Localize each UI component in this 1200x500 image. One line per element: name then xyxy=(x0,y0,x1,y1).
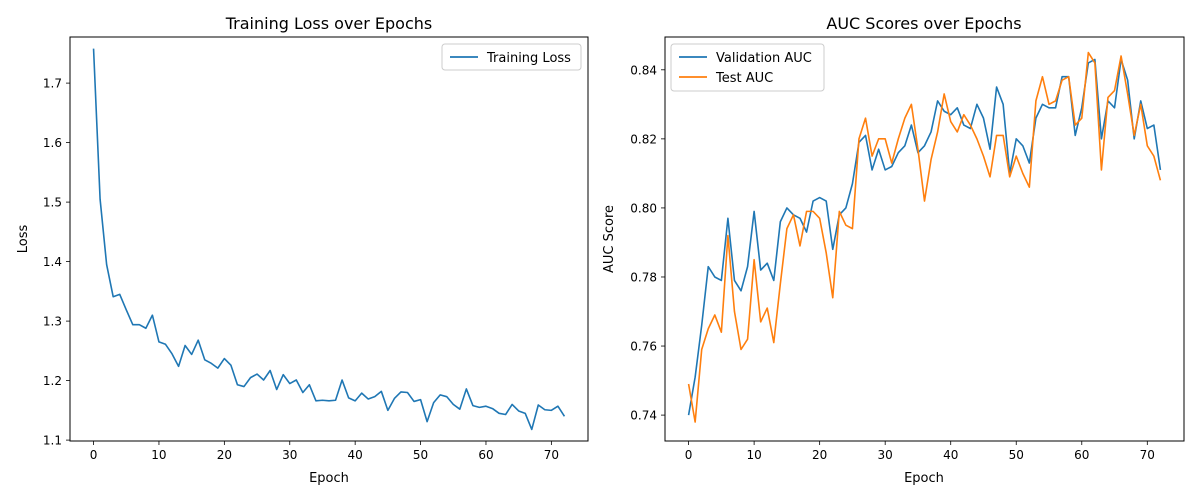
loss-x-tick-label: 70 xyxy=(544,448,559,462)
auc-x-axis-label: Epoch xyxy=(904,471,944,486)
auc-y-axis: 0.74 0.76 0.78 0.80 0.82 0.84 xyxy=(630,63,665,423)
auc-legend: Validation AUC Test AUC xyxy=(670,43,825,92)
auc-x-tick-label: 30 xyxy=(878,448,893,462)
auc-x-tick-label: 20 xyxy=(812,448,827,462)
auc-x-axis: 0 10 20 30 40 50 60 70 xyxy=(685,441,1155,462)
loss-x-axis-label: Epoch xyxy=(309,471,349,486)
loss-x-tick-label: 10 xyxy=(151,448,166,462)
auc-y-tick-label: 0.80 xyxy=(630,201,657,215)
loss-y-tick-label: 1.4 xyxy=(43,255,62,269)
auc-x-tick-label: 40 xyxy=(943,448,958,462)
loss-x-tick-label: 20 xyxy=(217,448,232,462)
auc-plot-frame xyxy=(664,36,1185,442)
loss-y-axis: 1.1 1.2 1.3 1.4 1.5 1.6 1.7 xyxy=(43,77,70,448)
auc-plot-area xyxy=(687,51,1162,423)
auc-y-tick-label: 0.84 xyxy=(630,63,657,77)
loss-chart-title: Training Loss over Epochs xyxy=(225,14,433,33)
auc-y-tick-label: 0.82 xyxy=(630,132,657,146)
auc-chart-title: AUC Scores over Epochs xyxy=(826,14,1021,33)
auc-legend-label-validation-auc: Validation AUC xyxy=(716,51,812,66)
auc-series-line-validation-auc xyxy=(687,58,1162,416)
loss-chart: Training Loss over Epochs 0 10 20 30 40 50 60 7… xyxy=(16,14,589,486)
loss-y-tick-label: 1.3 xyxy=(43,315,62,329)
auc-legend-box xyxy=(670,43,825,92)
loss-y-tick-label: 1.2 xyxy=(43,374,62,388)
loss-legend-label-training-loss: Training Loss xyxy=(486,51,571,66)
auc-y-tick-label: 0.78 xyxy=(630,270,657,284)
loss-legend-box xyxy=(441,43,582,71)
auc-legend-label-test-auc: Test AUC xyxy=(715,71,773,86)
auc-chart: AUC Scores over Epochs 0 10 20 30 40 50 60 70 0… xyxy=(602,14,1185,486)
auc-x-tick-label: 70 xyxy=(1140,448,1155,462)
loss-y-tick-label: 1.5 xyxy=(43,196,62,210)
loss-legend: Training Loss xyxy=(441,43,582,71)
auc-series-line-test-auc xyxy=(687,51,1162,423)
auc-y-tick-label: 0.76 xyxy=(630,340,657,354)
loss-x-tick-label: 60 xyxy=(478,448,493,462)
loss-x-tick-label: 30 xyxy=(282,448,297,462)
loss-x-tick-label: 40 xyxy=(348,448,363,462)
auc-y-axis-label: AUC Score xyxy=(602,205,617,273)
loss-x-tick-label: 50 xyxy=(413,448,428,462)
loss-plot-area xyxy=(92,48,566,431)
loss-x-tick-label: 0 xyxy=(90,448,98,462)
loss-plot-frame xyxy=(69,36,589,442)
loss-series-line-training-loss xyxy=(92,48,566,431)
auc-x-tick-label: 10 xyxy=(746,448,761,462)
auc-x-tick-label: 50 xyxy=(1009,448,1024,462)
loss-x-axis: 0 10 20 30 40 50 60 70 xyxy=(90,441,559,462)
auc-x-tick-label: 60 xyxy=(1074,448,1089,462)
loss-y-tick-label: 1.6 xyxy=(43,136,62,150)
loss-y-axis-label: Loss xyxy=(16,225,31,254)
loss-y-tick-label: 1.1 xyxy=(43,434,62,448)
auc-x-tick-label: 0 xyxy=(685,448,693,462)
loss-y-tick-label: 1.7 xyxy=(43,77,62,91)
auc-y-tick-label: 0.74 xyxy=(630,409,657,423)
